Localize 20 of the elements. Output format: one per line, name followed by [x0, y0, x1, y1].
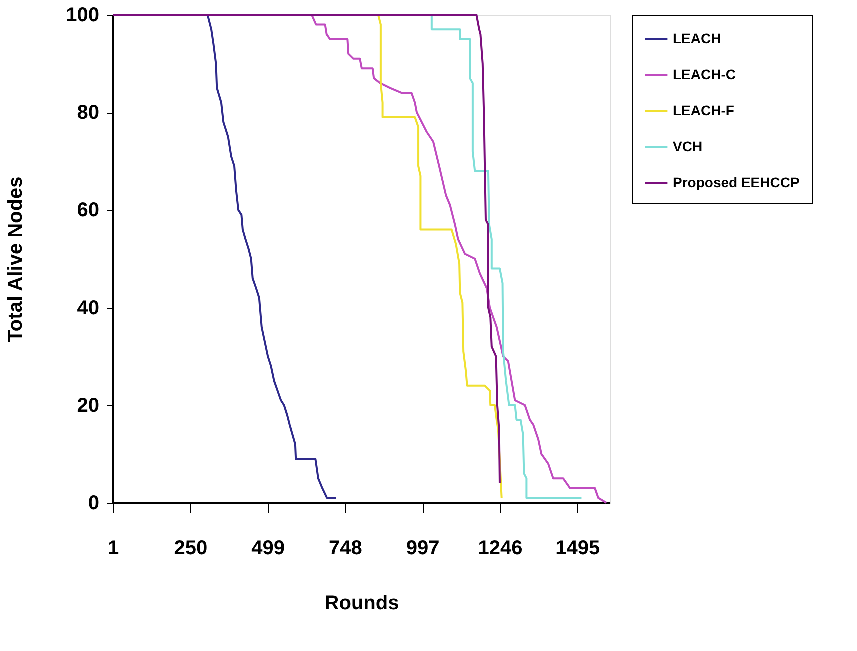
y-tick-label: 40 [77, 297, 100, 320]
x-tick-label: 997 [406, 538, 440, 560]
legend-label: LEACH-F [673, 102, 735, 118]
legend-label: LEACH [673, 30, 722, 46]
y-tick-label: 0 [88, 492, 100, 514]
x-tick-label: 250 [174, 538, 208, 560]
y-tick-label: 80 [77, 102, 100, 124]
legend-label: Proposed EEHCCP [673, 174, 800, 190]
x-tick-label: 1246 [478, 538, 523, 560]
legend-label: LEACH-C [673, 66, 736, 82]
y-tick-label: 20 [77, 394, 100, 417]
x-axis-title: Rounds [324, 592, 400, 614]
x-tick-label: 499 [252, 538, 285, 560]
x-tick-label: 748 [328, 538, 362, 560]
x-tick-label: 1 [108, 538, 120, 560]
x-tick-label: 1495 [556, 538, 600, 560]
legend-label: VCH [673, 138, 703, 154]
y-axis-title: Total Alive Nodes [5, 176, 28, 342]
y-tick-label: 60 [77, 200, 100, 222]
y-tick-label: 100 [66, 4, 100, 26]
